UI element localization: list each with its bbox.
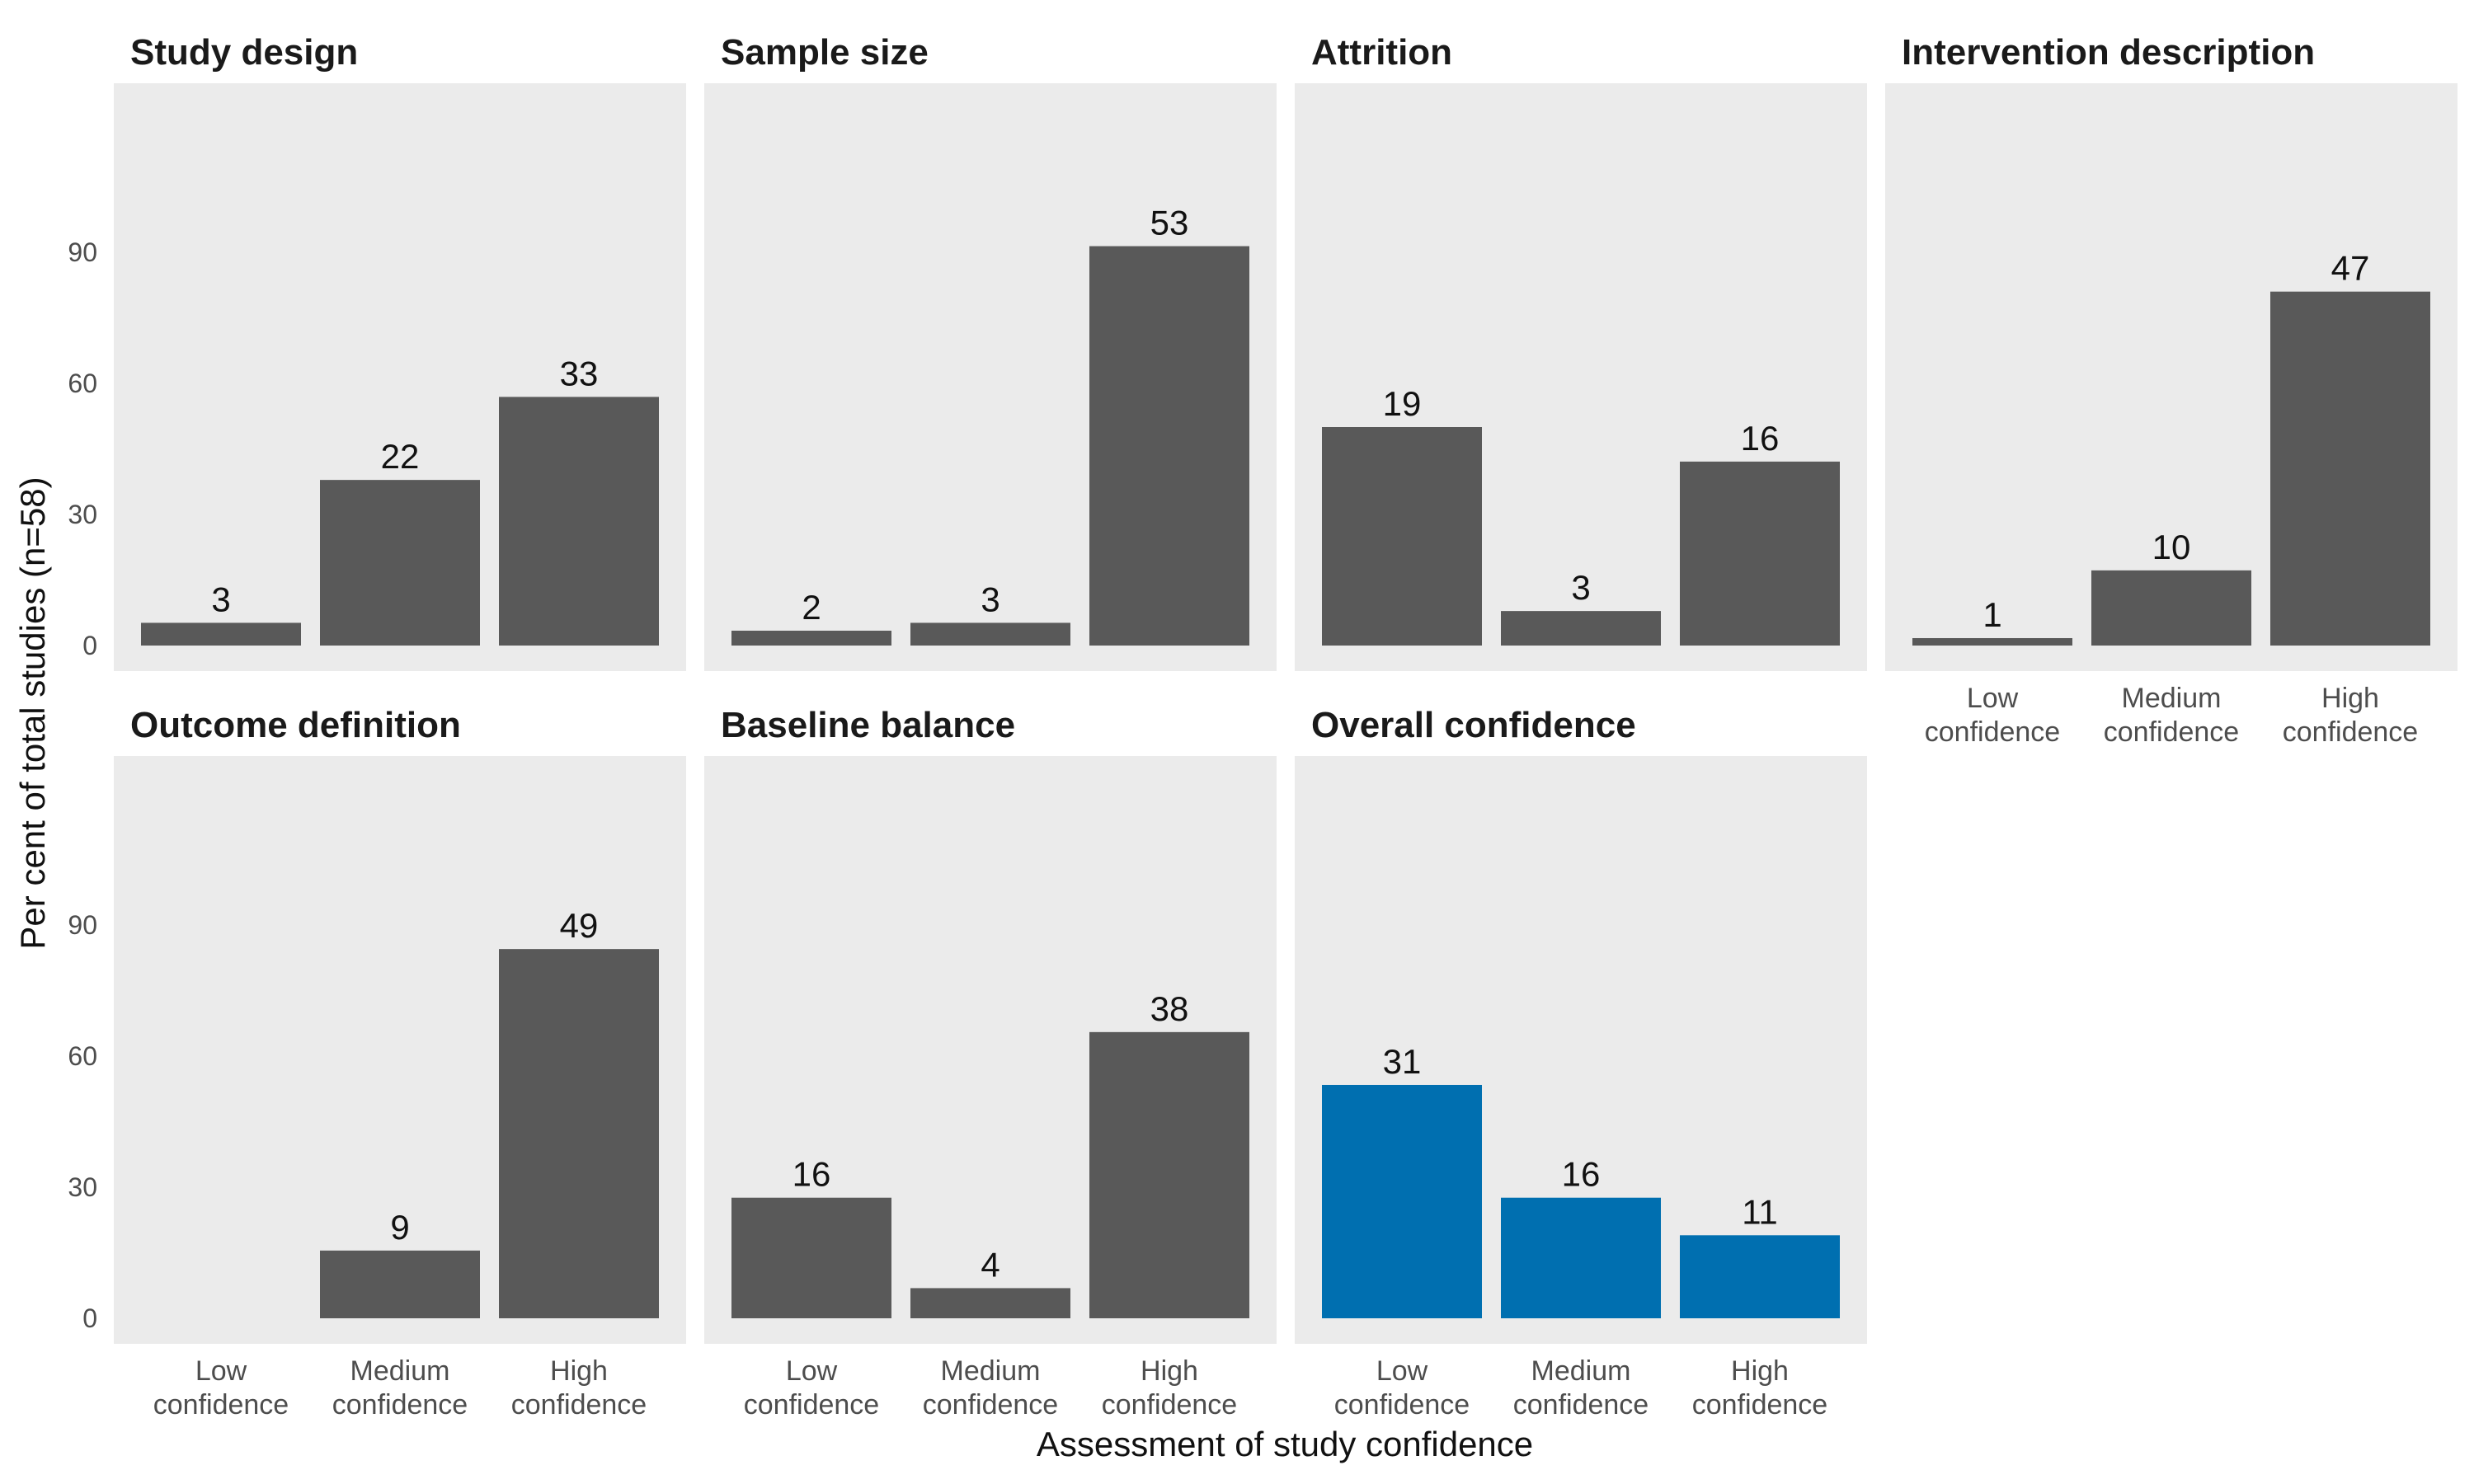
panel-overall-confidence-x-tick-label: confidence	[1692, 1389, 1827, 1421]
panel-outcome-definition-x-tick-label: High	[550, 1355, 608, 1387]
panel-intervention-description-data-label-2: 10	[2152, 528, 2191, 566]
panel-study-design-bar-2	[320, 480, 480, 646]
panel-outcome-definition: Outcome definition0306090949Lowconfidenc…	[68, 705, 686, 1421]
panel-study-design: Study design 0 30 60 90 3 22 33	[68, 32, 686, 671]
panel-baseline-balance-x-tick-label: High	[1141, 1355, 1198, 1387]
panel-study-design-y-tick-label: 0	[82, 631, 97, 660]
panel-intervention-description-x-tick-label: confidence	[1925, 716, 2060, 748]
panel-baseline-balance-data-label-3: 38	[1150, 989, 1189, 1028]
panel-intervention-description-bar-2	[2091, 570, 2251, 646]
panel-baseline-balance-x-tick-label: Medium	[941, 1355, 1041, 1387]
panel-attrition-data-label-3: 16	[1741, 419, 1780, 458]
panel-outcome-definition-x-tick-label: Low	[195, 1355, 247, 1387]
panel-baseline-balance-x-tick-label: confidence	[923, 1389, 1058, 1421]
panel-baseline-balance: Baseline balance16438LowconfidenceMedium…	[704, 705, 1277, 1421]
panel-overall-confidence-title: Overall confidence	[1311, 705, 1636, 745]
panel-baseline-balance-x-tick-label: confidence	[744, 1389, 879, 1421]
panel-overall-confidence-bar-2	[1501, 1197, 1661, 1318]
panel-overall-confidence-x-tick-label: Medium	[1531, 1355, 1631, 1387]
panel-outcome-definition-x-tick-label: confidence	[332, 1389, 468, 1421]
panel-sample-size-bar-3	[1089, 246, 1249, 646]
panel-sample-size-data-label-2: 3	[981, 580, 999, 618]
panel-outcome-definition-x-tick-label: confidence	[153, 1389, 289, 1421]
panel-attrition-title: Attrition	[1311, 32, 1452, 73]
panel-outcome-definition-y-tick-label: 60	[68, 1041, 97, 1071]
panel-overall-confidence-data-label-1: 31	[1383, 1042, 1422, 1081]
panel-intervention-description-x-tick-label: Medium	[2122, 683, 2222, 714]
panel-sample-size: Sample size 2 3 53	[704, 32, 1277, 671]
panel-baseline-balance-bar-2	[910, 1288, 1070, 1318]
panel-outcome-definition-data-label-2: 9	[390, 1208, 409, 1247]
panel-intervention-description-x-tick-label: confidence	[2283, 716, 2418, 748]
panel-intervention-description-data-label-3: 47	[2331, 249, 2370, 288]
panel-overall-confidence-x-tick-label: Low	[1376, 1355, 1428, 1387]
panel-study-design-y-tick-label: 30	[68, 500, 97, 529]
panel-intervention-description: Intervention description11047Lowconfiden…	[1885, 32, 2458, 748]
panel-study-design-bar-1	[141, 622, 301, 646]
panel-study-design-bar-3	[499, 397, 659, 646]
panel-intervention-description-x-tick-label: High	[2321, 683, 2379, 714]
panel-overall-confidence: Overall confidence311611LowconfidenceMed…	[1295, 705, 1867, 1421]
panel-overall-confidence-bar-3	[1680, 1235, 1840, 1318]
panel-outcome-definition-y-tick-label: 90	[68, 910, 97, 940]
panel-outcome-definition-bar-2	[320, 1250, 480, 1318]
panel-outcome-definition-x-tick-label: Medium	[350, 1355, 450, 1387]
panel-sample-size-bar-2	[910, 622, 1070, 646]
panel-overall-confidence-x-tick-label: confidence	[1334, 1389, 1470, 1421]
panel-intervention-description-bar-1	[1912, 637, 2072, 646]
panel-study-design-y-tick-label: 90	[68, 237, 97, 267]
panel-baseline-balance-data-label-2: 4	[981, 1245, 999, 1284]
panel-intervention-description-title: Intervention description	[1902, 32, 2315, 73]
panel-overall-confidence-x-tick-label: High	[1731, 1355, 1789, 1387]
panel-baseline-balance-data-label-1: 16	[793, 1155, 831, 1194]
panel-baseline-balance-bar-3	[1089, 1031, 1249, 1318]
panel-outcome-definition-bar-3	[499, 949, 659, 1318]
panel-baseline-balance-x-tick-label: Low	[786, 1355, 838, 1387]
panel-study-design-data-label-1: 3	[211, 580, 230, 618]
panel-attrition-bar-2	[1501, 611, 1661, 646]
panel-attrition: Attrition 19 3 16	[1295, 32, 1867, 671]
panel-overall-confidence-bar-1	[1322, 1084, 1482, 1318]
panel-sample-size-bar-1	[731, 630, 891, 646]
panel-study-design-y-tick-label: 60	[68, 369, 97, 398]
panel-overall-confidence-data-label-2: 16	[1562, 1155, 1601, 1194]
panel-study-design-data-label-3: 33	[560, 354, 599, 392]
panel-intervention-description-x-tick-label: confidence	[2104, 716, 2239, 748]
panel-baseline-balance-x-tick-label: confidence	[1102, 1389, 1237, 1421]
panel-study-design-title: Study design	[130, 32, 358, 73]
x-axis-title: Assessment of study confidence	[1037, 1425, 1533, 1463]
panel-sample-size-data-label-3: 53	[1150, 204, 1189, 242]
panel-outcome-definition-title: Outcome definition	[130, 705, 461, 745]
panel-intervention-description-bar-3	[2270, 291, 2430, 646]
panel-overall-confidence-x-tick-label: confidence	[1513, 1389, 1649, 1421]
panel-outcome-definition-y-tick-label: 0	[82, 1303, 97, 1333]
panel-baseline-balance-bar-1	[731, 1197, 891, 1318]
panel-intervention-description-data-label-1: 1	[1982, 595, 2001, 634]
panel-outcome-definition-x-tick-label: confidence	[511, 1389, 647, 1421]
panel-baseline-balance-title: Baseline balance	[721, 705, 1015, 745]
y-axis-title: Per cent of total studies (n=58)	[13, 477, 52, 949]
panel-attrition-data-label-2: 3	[1571, 568, 1590, 607]
panel-attrition-bar-1	[1322, 427, 1482, 646]
panel-outcome-definition-y-tick-label: 30	[68, 1172, 97, 1202]
panel-sample-size-data-label-1: 2	[802, 588, 821, 627]
panel-study-design-data-label-2: 22	[381, 437, 420, 476]
panel-attrition-data-label-1: 19	[1383, 384, 1422, 423]
panel-sample-size-title: Sample size	[721, 32, 929, 73]
panel-intervention-description-x-tick-label: Low	[1967, 683, 2019, 714]
panel-overall-confidence-data-label-3: 11	[1742, 1192, 1778, 1231]
panel-attrition-bar-3	[1680, 461, 1840, 646]
panel-outcome-definition-data-label-3: 49	[560, 906, 599, 945]
